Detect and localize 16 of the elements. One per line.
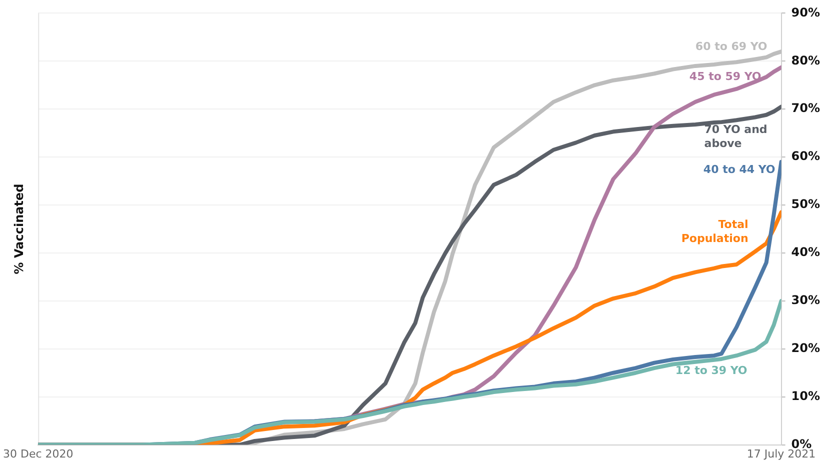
x-tick-label: 30 Dec 2020 xyxy=(2,447,74,460)
y-tick-label: 70% xyxy=(791,101,820,116)
y-tick-label: 20% xyxy=(791,341,820,356)
series-label: 40 to 44 YO xyxy=(703,162,776,176)
series-label: 60 to 69 YO xyxy=(695,40,768,53)
y-tick-label: 90% xyxy=(791,5,820,20)
y-tick-label: 50% xyxy=(791,197,820,212)
y-tick-label: 40% xyxy=(791,245,820,260)
series-label: Total Population xyxy=(681,218,748,245)
y-tick-label: 30% xyxy=(791,293,820,308)
y-tick-label: 10% xyxy=(791,388,820,403)
series-label: 70 YO and above xyxy=(704,122,768,150)
y-tick-label: 60% xyxy=(791,149,820,164)
y-axis-title: % Vaccinated xyxy=(12,184,26,274)
y-tick-label: 80% xyxy=(791,53,820,68)
series-label: 12 to 39 YO xyxy=(675,364,748,377)
